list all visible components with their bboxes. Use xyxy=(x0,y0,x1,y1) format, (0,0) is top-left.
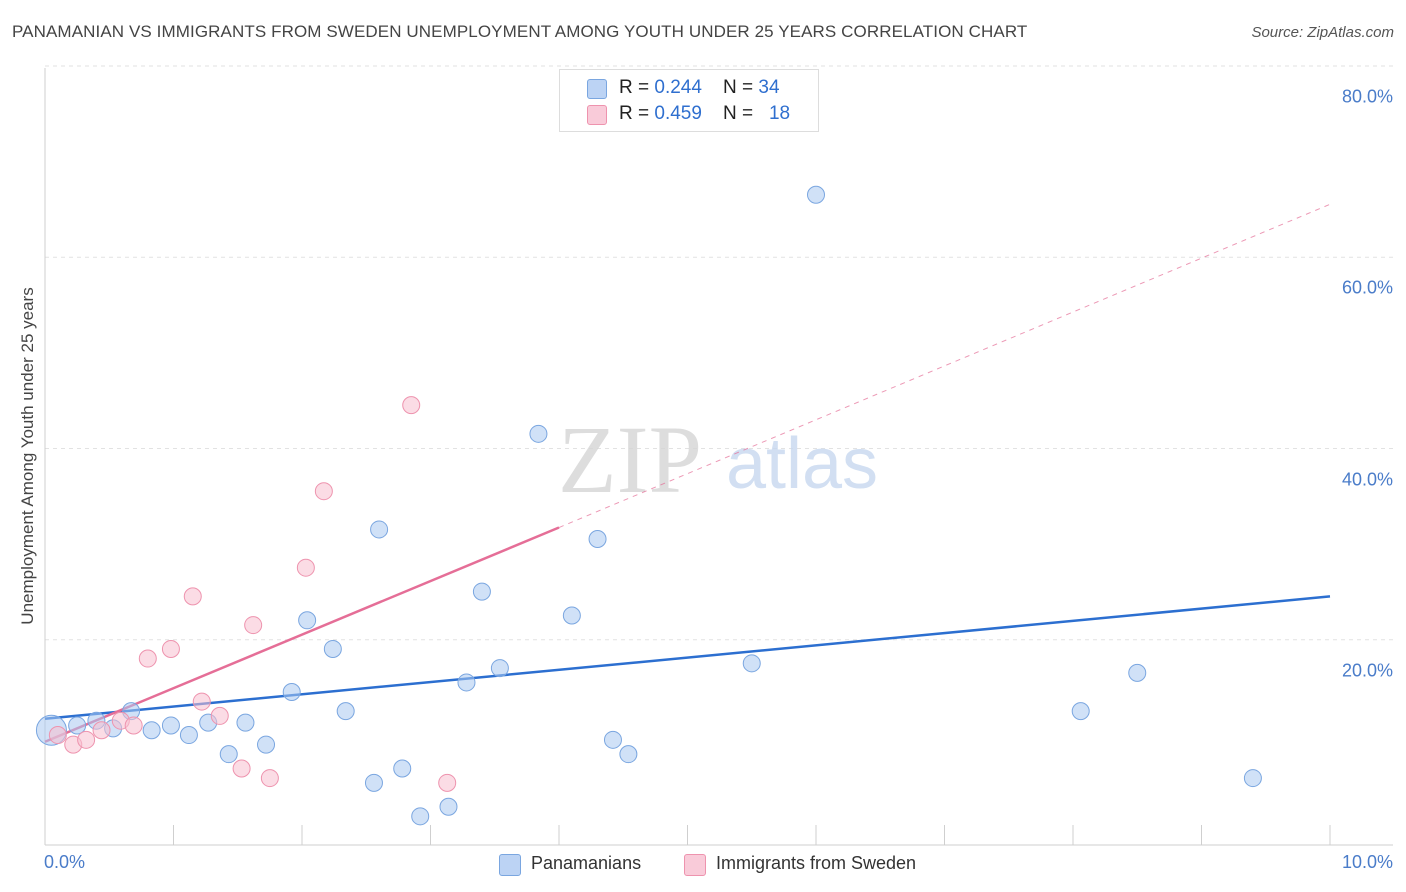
data-point-panamanians xyxy=(807,185,825,204)
data-point-sweden xyxy=(192,692,211,711)
trend-line xyxy=(44,595,1331,721)
data-point-panamanians xyxy=(1128,663,1147,682)
data-point-panamanians xyxy=(411,807,430,826)
legend-swatch-panamanians xyxy=(587,79,607,99)
legend-n-value: 18 xyxy=(768,103,791,124)
y-tick-label: 80.0% xyxy=(1341,86,1393,107)
data-point-panamanians xyxy=(742,654,761,673)
data-point-panamanians xyxy=(603,730,622,749)
bottom-legend-label-sweden: Immigrants from Sweden xyxy=(716,853,917,873)
data-point-panamanians xyxy=(142,721,161,740)
source-label: Source: ZipAtlas.com xyxy=(1251,24,1394,41)
data-point-sweden xyxy=(232,759,251,778)
x-tick-min: 0.0% xyxy=(44,852,86,872)
data-point-panamanians xyxy=(457,673,476,692)
axes xyxy=(44,68,1393,846)
y-tick-label: 60.0% xyxy=(1341,277,1393,298)
y-tick-label: 40.0% xyxy=(1341,469,1393,489)
data-point-panamanians xyxy=(236,713,255,732)
data-point-panamanians xyxy=(588,530,607,548)
x-tick-max: 10.0% xyxy=(1341,852,1393,872)
data-point-panamanians xyxy=(298,611,317,630)
legend-n-label: N = xyxy=(723,77,759,98)
data-point-panamanians xyxy=(161,716,180,735)
data-point-panamanians xyxy=(282,683,301,701)
data-point-sweden xyxy=(244,616,263,635)
data-point-panamanians xyxy=(336,702,355,721)
legend-n-label: N = xyxy=(723,103,759,124)
watermark-zip: ZIP xyxy=(558,406,702,513)
bottom-legend-swatch-panamanians xyxy=(499,854,521,876)
data-point-sweden xyxy=(210,706,229,725)
data-point-panamanians xyxy=(219,745,238,764)
legend-n-value: 34 xyxy=(758,77,780,98)
legend-r-value: 0.244 xyxy=(654,77,702,98)
data-point-panamanians xyxy=(529,424,548,443)
data-point-panamanians xyxy=(490,659,509,678)
chart-title: PANAMANIAN VS IMMIGRANTS FROM SWEDEN UNE… xyxy=(12,22,1028,41)
data-point-panamanians xyxy=(68,716,87,735)
data-point-sweden xyxy=(77,730,96,749)
data-point-panamanians xyxy=(619,745,638,764)
data-point-sweden xyxy=(402,396,421,415)
data-point-sweden xyxy=(124,716,143,735)
data-point-sweden xyxy=(161,639,180,658)
watermark: ZIP atlas xyxy=(558,406,878,513)
data-point-sweden xyxy=(183,587,202,606)
data-point-sweden xyxy=(296,558,315,577)
data-point-sweden xyxy=(438,773,457,792)
data-point-panamanians xyxy=(179,726,198,745)
legend-swatch-sweden xyxy=(587,105,607,125)
data-point-sweden xyxy=(314,482,333,501)
data-point-panamanians xyxy=(364,773,383,792)
correlation-legend: R = 0.244 N = 34 R = 0.459 N = 18 xyxy=(559,69,819,132)
data-point-panamanians xyxy=(562,606,581,625)
data-point-panamanians xyxy=(1071,702,1090,721)
data-point-panamanians xyxy=(370,520,389,539)
data-points xyxy=(35,185,1262,826)
data-point-sweden xyxy=(260,769,279,788)
data-point-panamanians xyxy=(393,759,412,778)
data-point-sweden xyxy=(92,721,111,740)
data-point-panamanians xyxy=(257,735,276,754)
data-point-sweden xyxy=(48,726,67,745)
grid-lines xyxy=(45,65,1393,641)
data-point-panamanians xyxy=(439,797,458,816)
bottom-legend-swatch-sweden xyxy=(684,854,706,876)
legend-r-label: R = xyxy=(619,77,655,98)
data-point-sweden xyxy=(138,649,157,668)
bottom-legend-label-panamanians: Panamanians xyxy=(531,853,642,873)
data-point-panamanians xyxy=(1243,769,1262,788)
legend-r-label: R = xyxy=(619,103,655,124)
legend-r-value: 0.459 xyxy=(654,103,702,124)
data-point-panamanians xyxy=(472,582,491,601)
watermark-atlas: atlas xyxy=(726,424,878,504)
data-point-panamanians xyxy=(323,639,342,658)
y-tick-label: 20.0% xyxy=(1341,660,1393,681)
